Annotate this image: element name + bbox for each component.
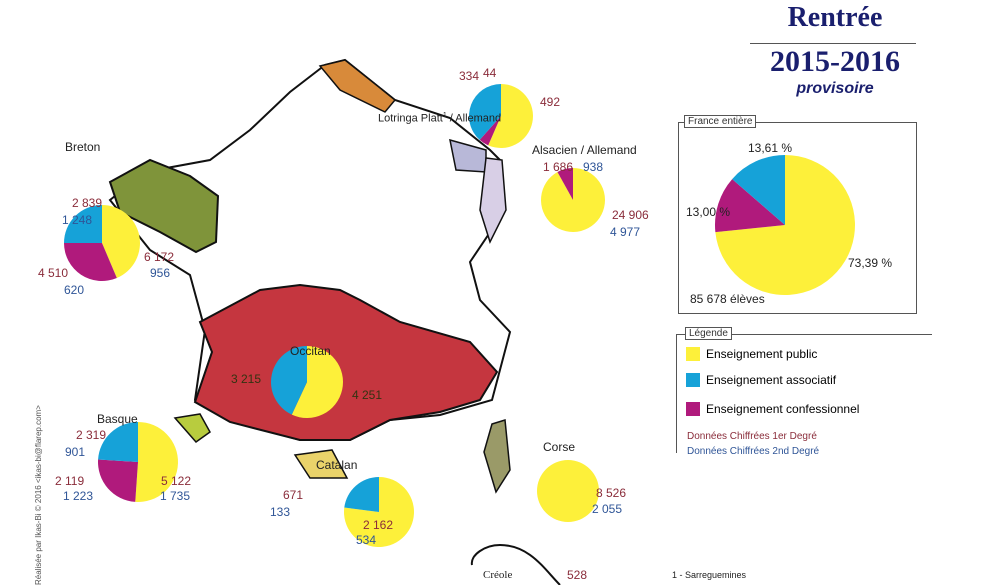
pie-occitan-public-slice <box>291 346 344 419</box>
pie-breton-confessionnel-slice <box>64 243 117 281</box>
pie-alsace-confessionnel-slice <box>557 168 573 200</box>
header-divider <box>750 43 916 44</box>
pie-france-associatif-slice <box>732 155 785 225</box>
legend-first-degree: Données Chiffrées 1er Degré <box>687 431 817 442</box>
basque-conf-d1: 2 119 <box>55 474 85 488</box>
header-provisoire: provisoire <box>796 80 874 97</box>
label-breton: Breton <box>65 140 101 154</box>
breton-assoc-d1: 2 839 <box>72 196 103 210</box>
label-creole: Créole <box>483 569 513 581</box>
swatch-associatif <box>686 373 700 387</box>
region-alsace <box>479 157 507 244</box>
breton-conf-d1: 4 510 <box>38 266 69 280</box>
region-flemish <box>318 59 397 113</box>
alsace-conf-d2: 938 <box>583 160 604 174</box>
basque-public-d1: 5 122 <box>161 474 192 488</box>
label-basque: Basque <box>97 412 138 426</box>
region-catalan <box>293 449 349 479</box>
pie-basque-associatif-slice <box>98 422 138 462</box>
legend-box <box>676 334 932 453</box>
france-public-pct: 73,39 % <box>848 256 893 270</box>
region-basque <box>173 413 211 444</box>
corse-public-d1: 8 526 <box>596 486 627 500</box>
credit: Réalisée par Ikas-Bi © 2016 <ikas-bi@fla… <box>34 405 43 585</box>
label-catalan: Catalan <box>316 458 358 472</box>
lorraine-public: 492 <box>540 95 561 109</box>
corse-public-d2: 2 055 <box>592 502 623 516</box>
france-box <box>678 122 917 314</box>
pie-basque-confessionnel-slice <box>98 459 138 502</box>
region-breton <box>108 158 220 254</box>
france-conf-pct: 13,00 % <box>686 205 731 219</box>
legend-label: Enseignement public <box>706 347 818 361</box>
legend-label: Enseignement confessionnel <box>706 402 860 416</box>
footnote: 1 - Sarreguemines <box>672 570 747 580</box>
region-occitan <box>193 283 499 441</box>
pie-catalan-associatif-slice <box>344 477 379 512</box>
alsace-conf-d1: 1 686 <box>543 160 574 174</box>
label-corse: Corse <box>543 440 576 454</box>
france-total: 85 678 élèves <box>690 292 765 306</box>
catalan-public-d1: 2 162 <box>363 518 394 532</box>
lorraine-assoc: 334 <box>459 69 480 83</box>
swatch-confessionnel <box>686 402 700 416</box>
label-alsace: Alsacien / Allemand <box>532 143 637 157</box>
pie-lorraine-confessionnel-slice <box>479 116 501 146</box>
legend-label: Enseignement associatif <box>706 373 837 387</box>
breton-public-d2: 956 <box>150 266 171 280</box>
alsace-public-d1: 24 906 <box>612 208 649 222</box>
occitan-assoc: 3 215 <box>231 372 262 386</box>
basque-assoc-d1: 2 319 <box>76 428 107 442</box>
label-occitan: Occitan <box>290 344 331 358</box>
swatch-public <box>686 347 700 361</box>
occitan-public: 4 251 <box>352 388 383 402</box>
alsace-public-d2: 4 977 <box>610 225 641 239</box>
lorraine-conf: 44 <box>483 66 497 80</box>
breton-conf-d2: 620 <box>64 283 85 297</box>
region-corse <box>483 419 511 494</box>
header-rentree: Rentrée <box>787 2 883 33</box>
creole-value: 528 <box>567 568 588 582</box>
pie-basque-public-slice <box>135 421 179 502</box>
pie-lorraine-associatif-slice <box>469 84 501 140</box>
pie-france-confessionnel-slice <box>715 179 785 233</box>
legend-item-public: Enseignement public <box>686 347 817 361</box>
france-assoc-pct: 13,61 % <box>748 141 793 155</box>
basque-assoc-d2: 901 <box>65 445 86 459</box>
pie-lorraine-public-slice <box>488 84 534 148</box>
pie-france-public-slice <box>715 155 855 295</box>
france-box-title: France entière <box>684 115 757 128</box>
catalan-assoc-d2: 133 <box>270 505 291 519</box>
legend-title: Légende <box>685 327 732 340</box>
breton-assoc-d2: 1 248 <box>62 213 93 227</box>
catalan-assoc-d1: 671 <box>283 488 304 502</box>
pie-breton-public-slice <box>102 205 141 278</box>
legend-item-associatif: Enseignement associatif <box>686 373 836 387</box>
pie-occitan-associatif-slice <box>271 346 307 415</box>
breton-public-d1: 6 172 <box>144 250 175 264</box>
catalan-public-d2: 534 <box>356 533 377 547</box>
header-year: 2015-2016 <box>770 45 900 78</box>
pie-corse-public-slice <box>537 460 599 522</box>
legend-item-confessionnel: Enseignement confessionnel <box>686 402 859 416</box>
basque-public-d2: 1 735 <box>160 489 191 503</box>
legend-second-degree: Données Chiffrées 2nd Degré <box>687 446 820 457</box>
basque-conf-d2: 1 223 <box>63 489 94 503</box>
pie-breton-associatif-slice <box>63 205 102 244</box>
label-lorraine: Lotringa Platt1 / Allemand <box>378 112 502 125</box>
region-creole-outline <box>470 543 561 585</box>
